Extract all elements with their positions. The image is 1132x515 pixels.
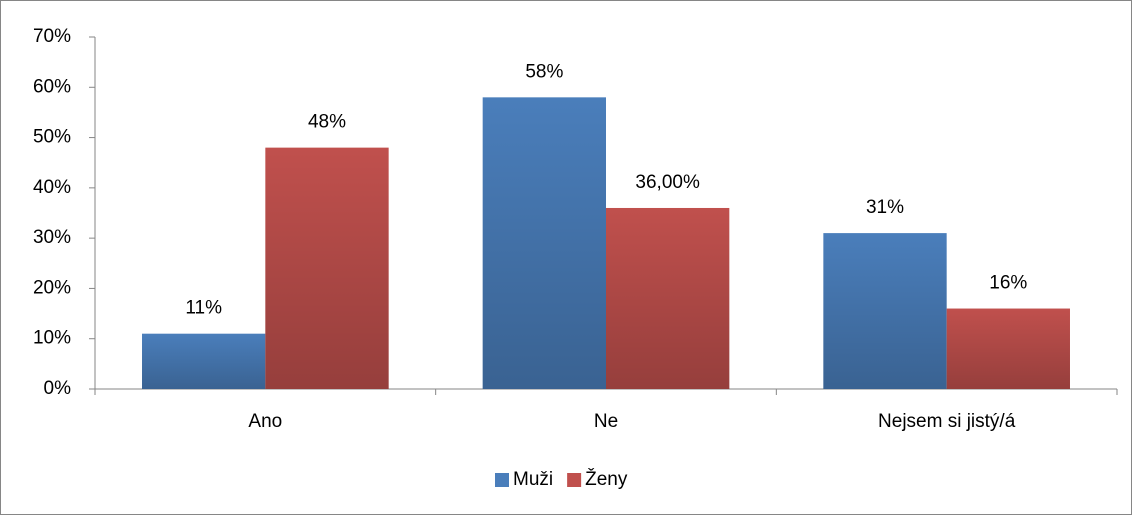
y-tick-label: 10% <box>33 328 71 349</box>
bar <box>265 147 389 389</box>
data-label: 31% <box>866 197 904 218</box>
y-tick-label: 0% <box>44 378 72 399</box>
data-label: 16% <box>989 273 1027 294</box>
legend-swatch <box>567 473 582 487</box>
y-tick-label: 70% <box>33 26 71 47</box>
x-tick-label: Nejsem si jistý/á <box>878 411 1016 432</box>
legend-swatch <box>495 473 509 487</box>
data-label: 48% <box>308 112 346 133</box>
x-tick-label: Ano <box>248 411 282 432</box>
legend-label: Muži <box>513 469 553 490</box>
legend-label: Ženy <box>585 468 628 490</box>
y-tick-label: 30% <box>33 227 71 248</box>
bar <box>823 233 947 389</box>
bar <box>946 308 1070 389</box>
bar <box>142 333 266 389</box>
x-tick-label: Ne <box>594 411 618 432</box>
bar <box>482 97 606 389</box>
y-tick-label: 20% <box>33 277 71 298</box>
data-label: 36,00% <box>635 172 700 193</box>
y-tick-label: 40% <box>33 177 71 198</box>
bar <box>606 207 730 389</box>
y-tick-label: 60% <box>33 76 71 97</box>
y-tick-label: 50% <box>33 127 71 148</box>
data-label: 58% <box>525 61 563 82</box>
data-label: 11% <box>185 298 222 319</box>
